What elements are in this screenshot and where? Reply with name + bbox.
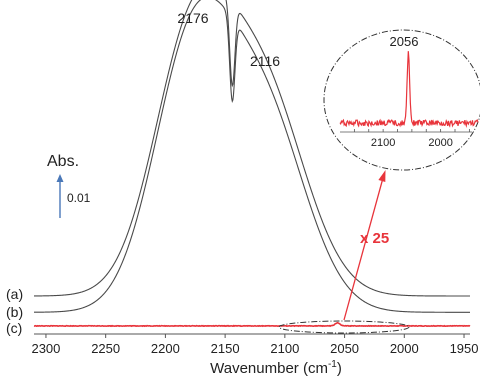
x-axis-label: Wavenumber (cm-1): [210, 359, 342, 377]
series-line-c: [33, 321, 471, 328]
peak-label-2116: 2116: [250, 53, 280, 69]
abs-label: Abs.: [47, 153, 79, 170]
x-tick-label: 2200: [151, 341, 180, 356]
series-label-c: (c): [6, 320, 22, 336]
inset-plot: 2100 2000: [339, 51, 479, 149]
inset-tick-label: 2100: [371, 137, 395, 149]
series-line-b: [33, 0, 470, 313]
series-line-a: [34, 0, 470, 297]
magnification-label: x 25: [360, 230, 389, 247]
x-tick-label: 2050: [330, 341, 359, 356]
x-tick-label: 2100: [270, 341, 299, 356]
series-label-b: (b): [6, 304, 23, 320]
scale-bar-arrow: [56, 174, 64, 218]
x-tick-group: 2300 2250 2200 2150 2100 2050 2000 1950: [31, 334, 478, 356]
x-tick-label: 2300: [31, 341, 60, 356]
inset-ellipse: [323, 29, 480, 171]
magnify-arrow: [343, 170, 386, 321]
scale-bar-value: 0.01: [67, 191, 91, 205]
x-tick-label: 2150: [211, 341, 240, 356]
inset-tick-label: 2000: [428, 137, 452, 149]
inset-peak-label: 2056: [390, 34, 419, 49]
x-tick-label: 2250: [91, 341, 120, 356]
x-tick-label: 1950: [450, 341, 479, 356]
peak-label-2176: 2176: [177, 10, 208, 26]
x-tick-label: 2000: [390, 341, 419, 356]
zoom-region-ellipse: [278, 320, 410, 334]
inset-series-line: [339, 51, 479, 128]
series-label-a: (a): [6, 286, 23, 302]
curve-layer: [33, 0, 471, 328]
